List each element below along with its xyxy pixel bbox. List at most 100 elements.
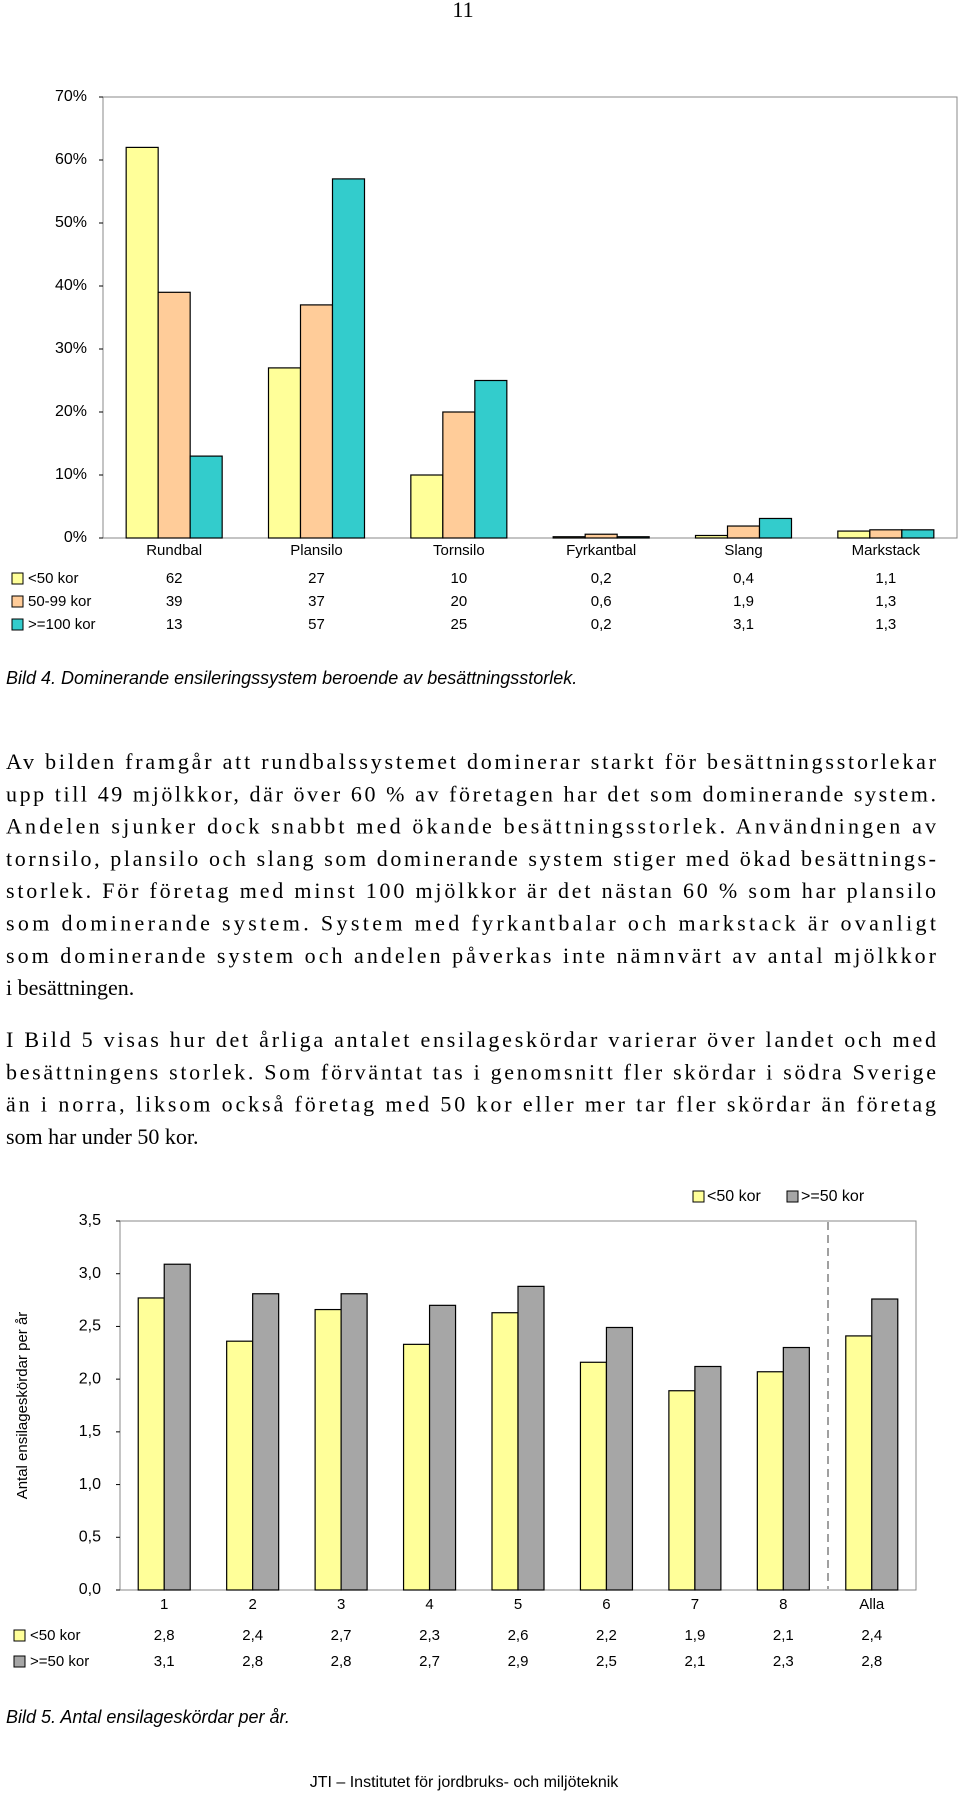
y-tick-label: 0% (64, 529, 87, 546)
x-tick-label: 7 (691, 1596, 699, 1613)
table-value: 20 (450, 593, 467, 610)
legend-swatch (13, 1629, 26, 1642)
table-value: 25 (450, 616, 467, 633)
legend-label: <50 kor (30, 1627, 80, 1644)
table-value: 2,8 (331, 1653, 352, 1670)
table-value: 0,4 (733, 570, 754, 587)
table-value: 3,1 (733, 616, 754, 633)
bar (756, 1371, 784, 1591)
x-tick-label: 3 (337, 1596, 345, 1613)
x-tick-label: Plansilo (290, 542, 343, 559)
bar (267, 367, 302, 539)
x-tick-label: Rundbal (146, 542, 202, 559)
bar (694, 534, 729, 539)
table-value: 2,5 (596, 1653, 617, 1670)
table-value: 3,1 (154, 1653, 175, 1670)
x-tick-label: 6 (602, 1596, 610, 1613)
x-tick-label: Fyrkantbal (566, 542, 636, 559)
bar (584, 533, 618, 539)
table-value: 2,7 (331, 1627, 352, 1644)
table-value: 62 (166, 570, 183, 587)
table-value: 0,2 (591, 616, 612, 633)
bar (157, 291, 191, 539)
y-tick-label: 70% (55, 88, 87, 105)
table-value: 13 (166, 616, 183, 633)
caption: Bild 4. Dominerande ensileringssystem be… (6, 668, 577, 688)
y-axis-label: Antal ensilageskördar per år (14, 1312, 31, 1500)
bar (491, 1312, 519, 1591)
bar (189, 455, 223, 539)
bar (137, 1297, 165, 1591)
bar (299, 304, 334, 539)
legend-label: >=50 kor (801, 1188, 865, 1205)
legend-swatch (13, 1655, 26, 1668)
table-value: 2,4 (861, 1627, 882, 1644)
bar (694, 1365, 722, 1591)
legend-label: >=100 kor (28, 616, 96, 633)
paragraph-line: i besättningen. (6, 975, 134, 1000)
table-value: 0,6 (591, 593, 612, 610)
legend-label: >=50 kor (30, 1653, 89, 1670)
table-value: 2,8 (154, 1627, 175, 1644)
bar (845, 1335, 873, 1591)
bar (410, 474, 444, 539)
x-tick-label: Alla (859, 1596, 885, 1613)
legend-swatch (11, 618, 24, 631)
x-tick-label: 1 (160, 1596, 168, 1613)
y-tick-label: 1,0 (79, 1476, 101, 1493)
paragraph-line: som har under 50 kor. (6, 1124, 198, 1149)
bar (163, 1263, 191, 1591)
y-tick-label: 30% (55, 340, 87, 357)
page-number: 11 (452, 0, 473, 22)
plot-frame (102, 96, 958, 539)
table-value: 37 (308, 593, 325, 610)
paragraph-line: än i norra, liksom också företag med 50 … (6, 1092, 936, 1117)
x-tick-label: 2 (248, 1596, 256, 1613)
table-value: 1,3 (875, 616, 896, 633)
bar (758, 517, 793, 539)
bar (252, 1293, 280, 1591)
bar (901, 529, 935, 539)
table-value: 0,2 (591, 570, 612, 587)
y-tick-label: 3,0 (79, 1265, 101, 1282)
table-value: 39 (166, 593, 183, 610)
paragraph-line: upp till 49 mjölkkor, där över 60 % av f… (6, 781, 936, 806)
table-value: 2,7 (419, 1653, 440, 1670)
table-value: 2,6 (508, 1627, 529, 1644)
paragraph-line: besättningens storlek. Som förväntat tas… (6, 1059, 936, 1084)
paragraph-line: storlek. För företag med minst 100 mjölk… (6, 878, 936, 903)
y-tick-label: 0,0 (79, 1581, 101, 1598)
bar (517, 1285, 545, 1591)
table-value: 2,4 (242, 1627, 263, 1644)
footer: JTI – Institutet för jordbruks- och milj… (310, 1774, 620, 1791)
bar (605, 1326, 634, 1591)
paragraph-line: tornsilo, plansilo och slang som dominer… (6, 846, 936, 871)
y-tick-label: 2,5 (79, 1318, 101, 1335)
x-tick-label: 8 (779, 1596, 787, 1613)
legend-swatch (11, 595, 24, 608)
paragraph-line: Av bilden framgår att rundbalssystemet d… (6, 749, 937, 774)
table-value: 1,9 (733, 593, 754, 610)
y-tick-label: 3,5 (79, 1212, 101, 1229)
table-value: 2,3 (419, 1627, 440, 1644)
y-tick-label: 10% (55, 466, 87, 483)
table-value: 2,2 (596, 1627, 617, 1644)
x-tick-label: Slang (724, 542, 762, 559)
bar (226, 1340, 254, 1591)
y-tick-label: 0,5 (79, 1529, 101, 1546)
table-value: 57 (308, 616, 325, 633)
bar (402, 1343, 431, 1591)
bar (474, 379, 508, 539)
bar (428, 1304, 457, 1591)
bar (314, 1308, 342, 1591)
y-tick-label: 40% (55, 277, 87, 294)
paragraph-line: som dominerande system och andelen påver… (6, 943, 937, 968)
y-tick-label: 60% (55, 151, 87, 168)
table-value: 2,8 (861, 1653, 882, 1670)
legend-swatch (11, 572, 24, 585)
paragraph-line: Andelen sjunker dock snabbt med ökande b… (6, 814, 936, 839)
bar (871, 1298, 899, 1591)
x-tick-label: 4 (425, 1596, 433, 1613)
bar (442, 411, 476, 539)
